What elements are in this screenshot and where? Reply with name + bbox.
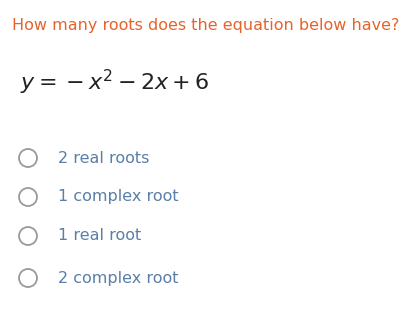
Text: 2 complex root: 2 complex root bbox=[58, 270, 178, 286]
Text: 2 real roots: 2 real roots bbox=[58, 150, 149, 166]
Text: 1 complex root: 1 complex root bbox=[58, 190, 178, 204]
Text: $y = -x^2 - 2x + 6$: $y = -x^2 - 2x + 6$ bbox=[20, 68, 209, 97]
Text: 1 real root: 1 real root bbox=[58, 229, 141, 243]
Text: How many roots does the equation below have?: How many roots does the equation below h… bbox=[12, 18, 399, 33]
